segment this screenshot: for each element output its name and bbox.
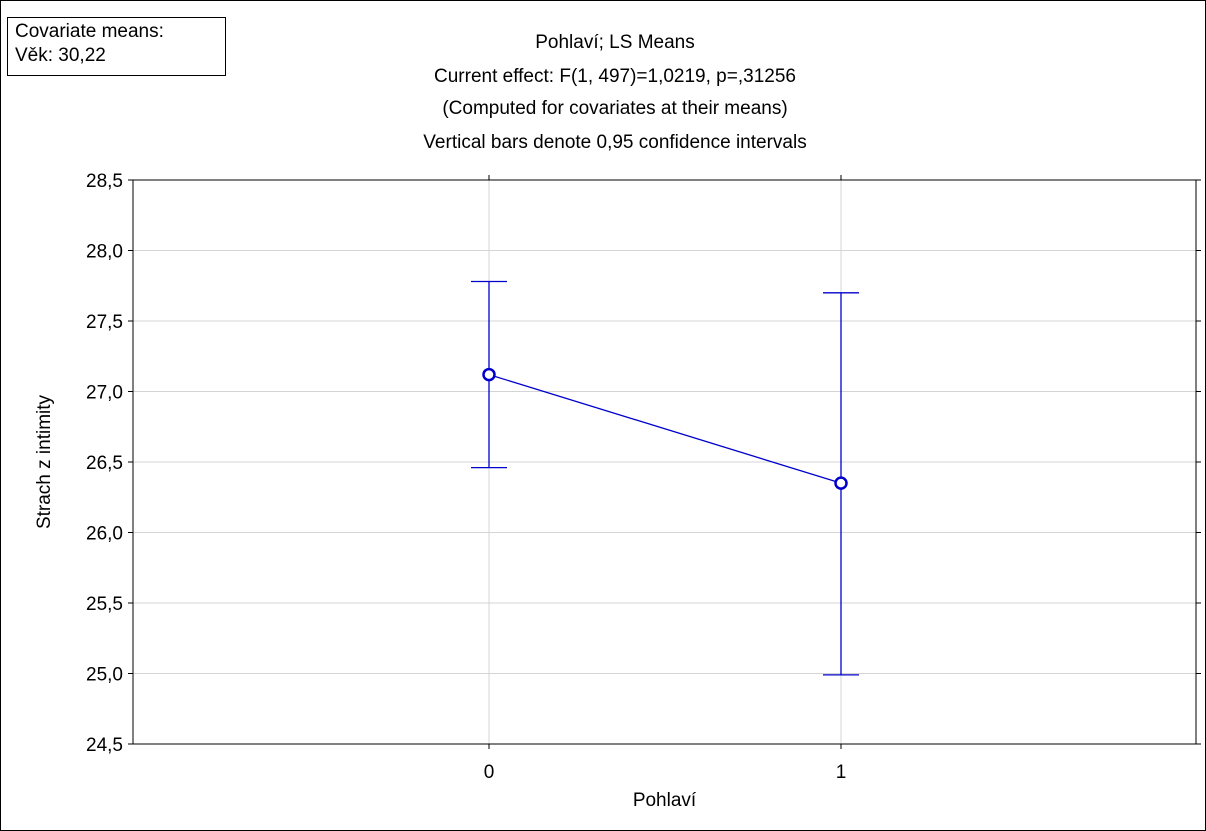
chart-title: Pohlaví; LS Means Current effect: F(1, 49… [423, 32, 806, 153]
covariate-means-label: Covariate means: [15, 21, 164, 42]
x-tick-label: 1 [836, 762, 847, 783]
title-line-2: Current effect: F(1, 497)=1,0219, p=,312… [434, 66, 796, 87]
mean-point [482, 367, 496, 382]
means-line [488, 373, 842, 484]
y-tick-label: 24,5 [86, 735, 123, 756]
means-series [471, 280, 859, 676]
y-tick-label: 25,0 [86, 665, 123, 686]
y-tick-label: 27,5 [86, 312, 123, 333]
y-tick-label: 26,0 [86, 524, 123, 545]
y-tick-label: 27,0 [86, 383, 123, 404]
x-axis-label: Pohlaví [633, 790, 697, 811]
title-line-4: Vertical bars denote 0,95 confidence int… [423, 132, 806, 153]
x-tick-label: 0 [484, 762, 495, 783]
axis-ticks: 24,5 25,0 25,5 26,0 26,5 27,0 27,5 28,0 28,5 0 1 [86, 171, 1201, 783]
y-tick-label: 26,5 [86, 453, 123, 474]
y-tick-label: 28,5 [86, 171, 123, 192]
grid-lines [133, 180, 1196, 744]
title-line-3: (Computed for covariates at their means) [442, 98, 787, 119]
mean-point [834, 476, 848, 490]
covariate-vek-value: Věk: 30,22 [15, 45, 106, 66]
y-tick-label: 25,5 [86, 594, 123, 615]
y-axis-label: Strach z intimity [34, 394, 55, 529]
title-line-1: Pohlaví; LS Means [535, 32, 694, 53]
covariate-means-box: Covariate means: Věk: 30,22 [7, 17, 226, 76]
y-tick-label: 28,0 [86, 242, 123, 263]
